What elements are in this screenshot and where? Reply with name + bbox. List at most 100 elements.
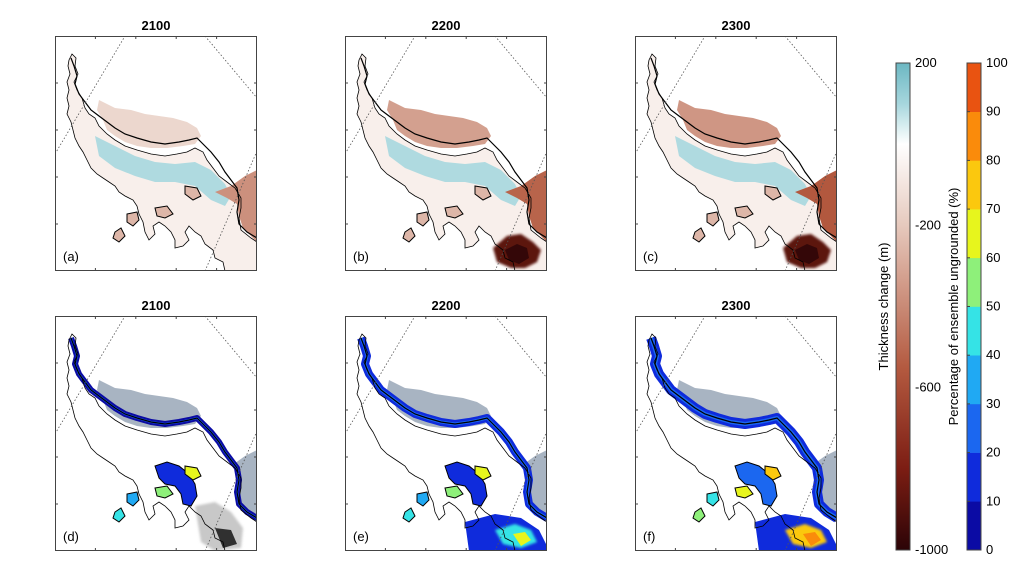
interior-thickening xyxy=(95,136,231,206)
panels-group: 2100 (a) 2200 (b) 2300 (c) 2100 (d) 2200 (e) 2300 (… xyxy=(55,18,837,551)
southern-hotspot-core xyxy=(803,532,821,546)
peninsula-land xyxy=(357,54,547,271)
panel-frame xyxy=(345,36,547,271)
coastline xyxy=(356,53,547,271)
panel-title: 2200 xyxy=(432,298,461,313)
island-1 xyxy=(692,227,706,243)
east-region xyxy=(215,170,257,242)
percent-tick-label: 20 xyxy=(986,445,1000,460)
island-1 xyxy=(112,507,126,523)
island-3 xyxy=(184,185,202,201)
percent-tick-label: 10 xyxy=(986,493,1000,508)
percent-colorbar-label: Percentage of ensemble ungrounded (%) xyxy=(946,188,961,426)
island-3 xyxy=(764,465,782,481)
panel-frame xyxy=(345,316,547,551)
percent-tick-label: 90 xyxy=(986,104,1000,119)
percent-colorbar-bin xyxy=(967,111,981,161)
thickness-tick-label: -200 xyxy=(915,217,941,232)
island-0 xyxy=(416,211,430,227)
island-3 xyxy=(474,465,492,481)
east-region xyxy=(505,170,547,242)
island-2 xyxy=(734,485,754,499)
percent-tick-label: 70 xyxy=(986,201,1000,216)
dotted-line-3 xyxy=(784,430,837,551)
percent-colorbar-bin xyxy=(967,306,981,356)
ice-shelf-region xyxy=(387,100,491,148)
island-0 xyxy=(706,211,720,227)
island-0 xyxy=(126,211,140,227)
island-2 xyxy=(444,485,464,499)
map-panel-a: 2100 (a) xyxy=(55,18,257,271)
panel-label: (f) xyxy=(643,529,655,544)
panel-label: (a) xyxy=(63,249,79,264)
coastline xyxy=(646,333,837,551)
percent-tick-label: 80 xyxy=(986,152,1000,167)
thickness-tick-label: -1000 xyxy=(915,542,948,557)
percent-tick-label: 30 xyxy=(986,396,1000,411)
panel-title: 2200 xyxy=(432,18,461,33)
island-3 xyxy=(764,185,782,201)
percent-colorbar-bin xyxy=(967,160,981,210)
panel-title: 2100 xyxy=(142,298,171,313)
panel-label: (e) xyxy=(353,529,369,544)
thinning-core xyxy=(505,244,529,264)
thickness-tick-label: 200 xyxy=(915,55,937,70)
island-0 xyxy=(706,491,720,507)
panel-title: 2100 xyxy=(142,18,171,33)
east-region xyxy=(795,170,837,242)
grounded-ice xyxy=(67,334,257,551)
map-panel-d: 2100 (d) xyxy=(55,298,257,551)
map-panel-b: 2200 (b) xyxy=(345,18,547,271)
island-2 xyxy=(444,205,464,219)
dotted-line-2 xyxy=(204,36,257,99)
panel-label: (b) xyxy=(353,249,369,264)
percent-colorbar-bin xyxy=(967,355,981,405)
dotted-line-2 xyxy=(494,36,547,99)
east-mask xyxy=(505,450,547,522)
island-1 xyxy=(692,507,706,523)
panel-frame xyxy=(55,36,257,271)
map-panel-f: 2300 (f) xyxy=(635,298,837,551)
thickness-tick-label: -600 xyxy=(915,380,941,395)
percent-colorbar-bin xyxy=(967,403,981,453)
panel-title: 2300 xyxy=(722,18,751,33)
island-2 xyxy=(734,205,754,219)
panel-label: (d) xyxy=(63,529,79,544)
dotted-line-3 xyxy=(204,430,257,551)
dotted-line-3 xyxy=(204,150,257,271)
percent-colorbar-bin xyxy=(967,209,981,259)
dotted-line-2 xyxy=(784,36,837,99)
percent-colorbar-bin xyxy=(967,452,981,502)
dotted-line-3 xyxy=(494,430,547,551)
colorbars-group: 200 -200 -600 -1000 Thickness change (m) 0 10 2… xyxy=(876,55,1008,557)
island-1 xyxy=(402,507,416,523)
southern-hotspot-core xyxy=(513,532,531,546)
interior-thickening xyxy=(385,136,521,206)
interior-thickening xyxy=(675,136,811,206)
coastline xyxy=(66,53,257,271)
island-2 xyxy=(154,205,174,219)
island-0 xyxy=(416,491,430,507)
percent-tick-label: 0 xyxy=(986,542,993,557)
percent-tick-label: 100 xyxy=(986,55,1008,70)
east-mask xyxy=(795,450,837,522)
island-3 xyxy=(184,465,202,481)
percent-tick-label: 40 xyxy=(986,347,1000,362)
dotted-line-3 xyxy=(494,150,547,271)
island-3 xyxy=(474,185,492,201)
percent-tick-label: 60 xyxy=(986,250,1000,265)
thickness-colorbar-label: Thickness change (m) xyxy=(876,243,891,371)
panel-frame xyxy=(635,316,837,551)
percent-colorbar-bin xyxy=(967,257,981,307)
east-mask xyxy=(215,450,257,522)
dotted-line-2 xyxy=(784,316,837,379)
dotted-line-3 xyxy=(784,150,837,271)
thickness-colorbar xyxy=(895,62,911,551)
dotted-line-2 xyxy=(494,316,547,379)
peninsula-land xyxy=(647,54,837,271)
island-1 xyxy=(112,227,126,243)
panel-frame xyxy=(635,36,837,271)
island-0 xyxy=(126,491,140,507)
percent-tick-label: 50 xyxy=(986,299,1000,314)
